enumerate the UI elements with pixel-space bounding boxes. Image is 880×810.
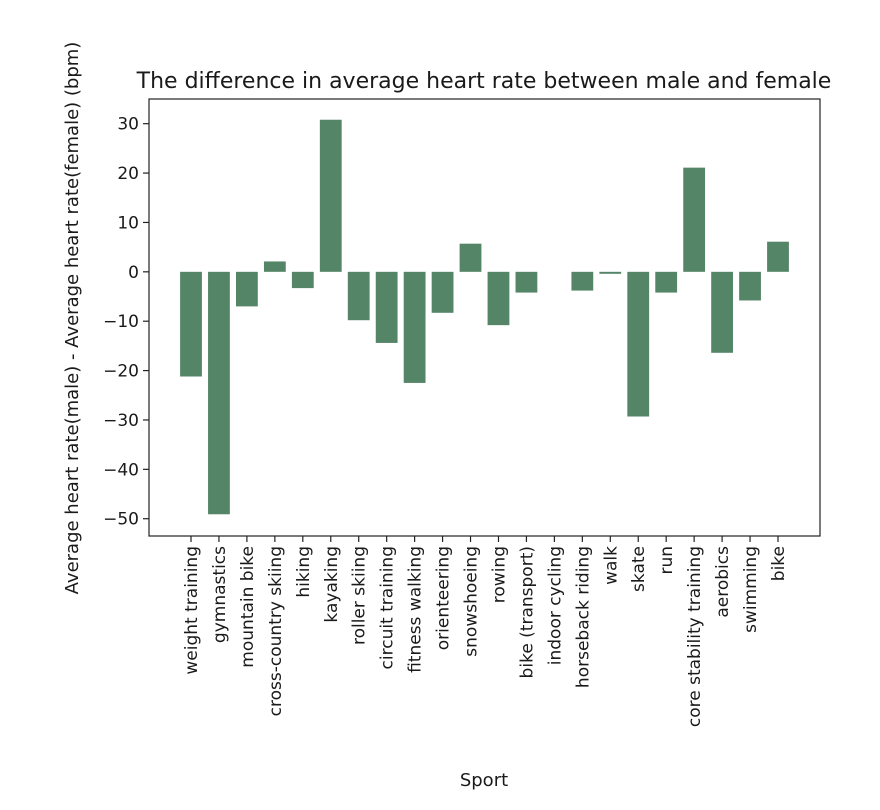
y-tick-label: 30 (117, 115, 139, 135)
y-tick-label: −30 (103, 411, 139, 431)
x-tick-label: walk (601, 546, 621, 585)
y-tick-label: −10 (103, 312, 139, 332)
bar-7 (375, 271, 398, 343)
y-tick-label: 10 (117, 213, 139, 233)
bar-19 (711, 271, 733, 353)
x-tick-label: bike (transport) (517, 546, 537, 678)
bar-2 (236, 271, 258, 307)
bar-5 (319, 119, 342, 272)
x-tick-label: bike (769, 546, 789, 581)
bar-15 (599, 271, 622, 274)
y-tick-label: −20 (103, 362, 139, 382)
bar-14 (571, 271, 594, 291)
x-tick-label: core stability training (685, 546, 705, 727)
x-tick-label: rowing (489, 546, 509, 603)
bar-16 (627, 271, 650, 417)
x-axis: weight training gymnastics mountain bike cr… (182, 536, 789, 727)
x-tick-label: fitness walking (406, 546, 426, 673)
y-tick-label: −40 (103, 460, 139, 480)
plot-frame (148, 98, 821, 537)
y-axis: 30 20 10 0 −10 −20 −30 −40 −50 (103, 115, 149, 530)
bar-1 (208, 271, 230, 515)
bar-6 (347, 271, 370, 321)
x-tick-label: cross-country skiing (266, 546, 286, 716)
x-tick-label: swimming (741, 546, 761, 633)
bars (180, 119, 789, 515)
x-tick-label: indoor cycling (545, 546, 565, 665)
chart-title: The difference in average heart rate bet… (136, 69, 832, 94)
bar-4 (291, 271, 314, 289)
x-tick-label: orienteering (434, 546, 454, 650)
bar-3 (263, 261, 286, 272)
bar-17 (655, 271, 678, 293)
y-tick-label: −50 (103, 510, 139, 530)
x-tick-label: mountain bike (238, 546, 258, 668)
bar-9 (431, 271, 454, 313)
x-tick-label: snowshoeing (462, 546, 482, 657)
x-tick-label: weight training (182, 546, 202, 675)
bar-18 (683, 167, 706, 272)
x-tick-label: circuit training (378, 546, 398, 669)
x-tick-label: hiking (294, 546, 314, 598)
x-tick-label: run (657, 546, 677, 575)
x-tick-label: aerobics (713, 546, 733, 618)
x-tick-label: gymnastics (210, 546, 230, 643)
x-tick-label: kayaking (322, 546, 342, 623)
y-tick-label: 0 (128, 263, 139, 283)
y-tick-label: 20 (117, 164, 139, 184)
x-axis-label: Sport (460, 770, 508, 791)
x-tick-label: roller skiing (350, 546, 370, 645)
bar-20 (739, 271, 761, 301)
bar-12 (515, 271, 538, 293)
bar-10 (459, 243, 482, 272)
bar-11 (487, 271, 510, 326)
bar-0 (180, 271, 202, 377)
bar-21 (767, 241, 789, 272)
x-tick-label: skate (629, 546, 649, 592)
x-tick-label: horseback riding (573, 546, 593, 688)
bar-8 (403, 271, 426, 383)
y-axis-label: Average heart rate(male) - Average heart… (62, 42, 83, 595)
